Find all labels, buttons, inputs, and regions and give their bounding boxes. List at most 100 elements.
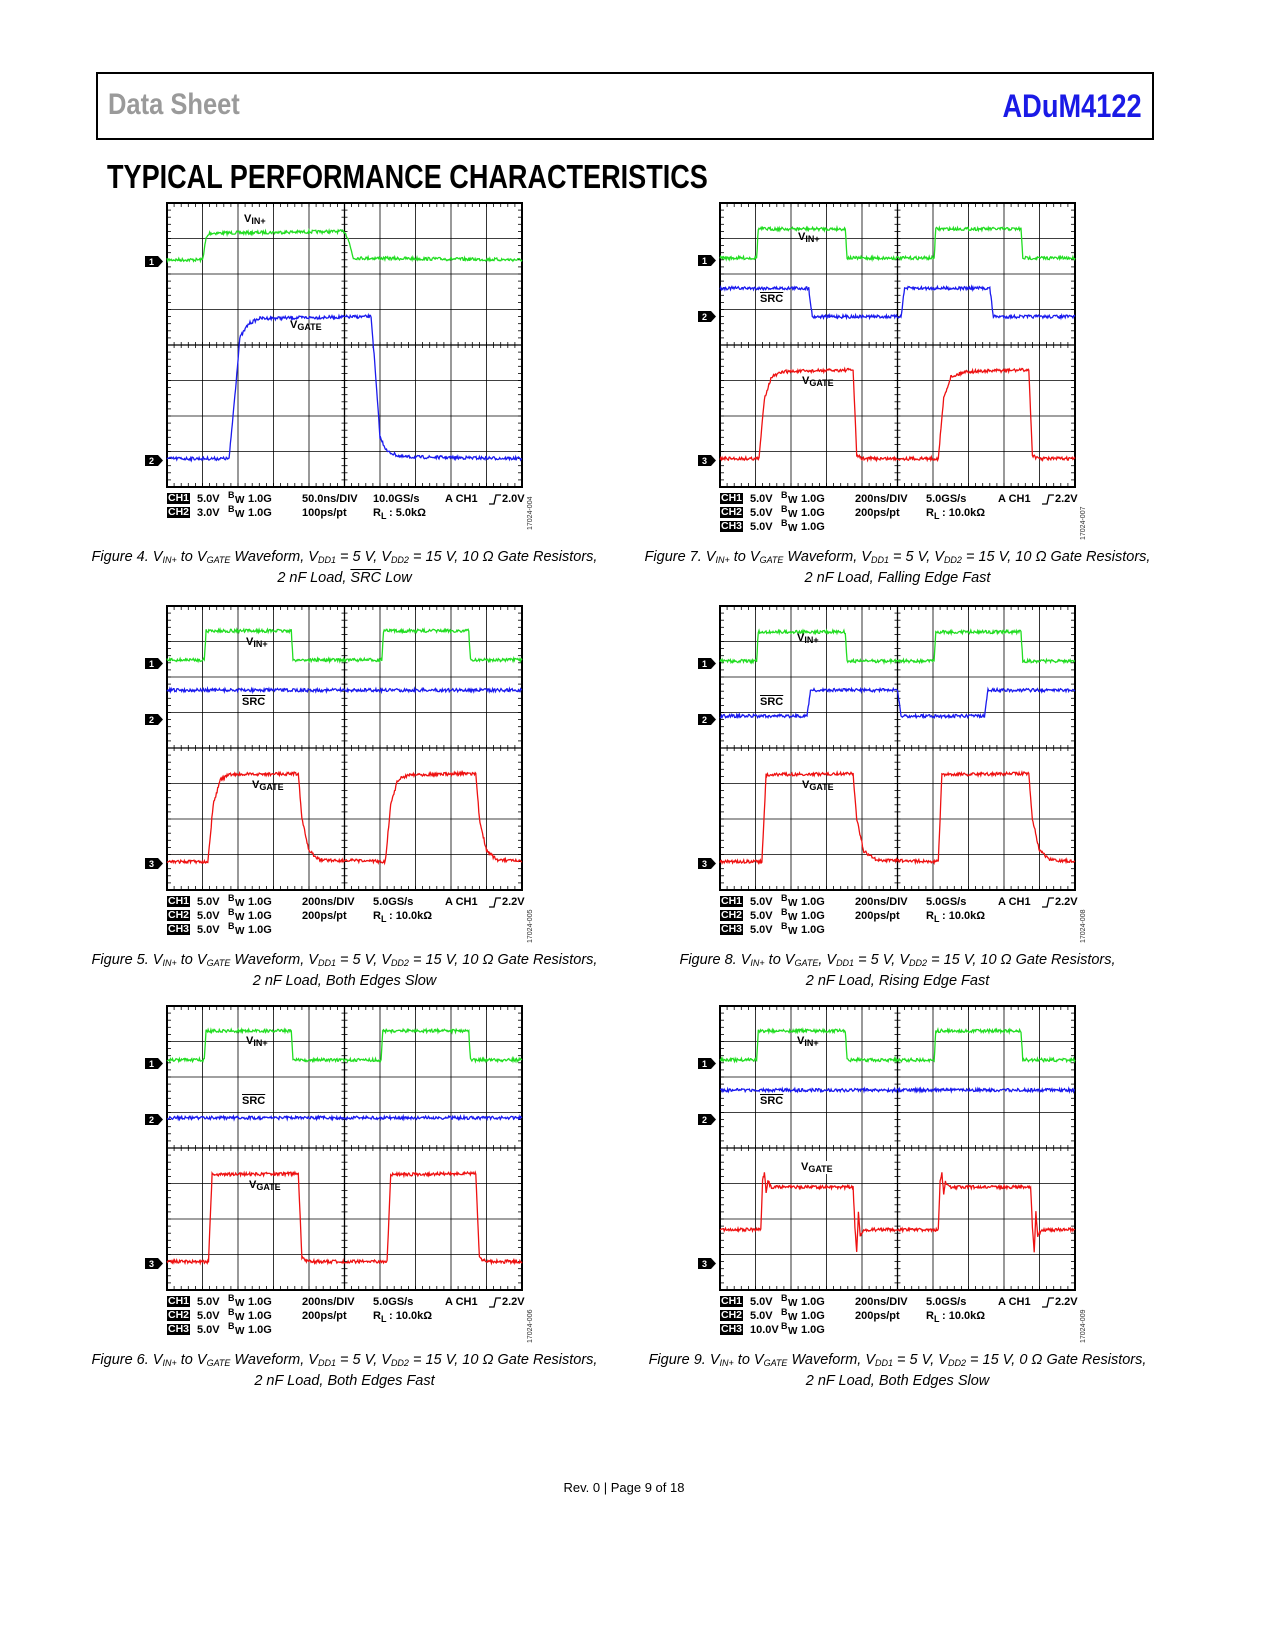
trace-label: VIN+ [246,636,268,649]
trigger-source: A CH1 [445,896,478,908]
trace-ch2 [166,1113,523,1122]
trace-ch3 [166,1170,523,1266]
trigger-edge-icon [1042,1297,1054,1311]
trigger-level: 2.2V [502,896,525,908]
bandwidth-sub: W [788,912,798,923]
trace-label: VGATE [802,779,834,792]
bandwidth-value: 1.0G [248,1324,272,1336]
bandwidth-sub: W [788,495,798,506]
figure-caption: Figure 4. VIN+ to VGATE Waveform, VDD1 =… [91,549,598,586]
trace-ch2 [719,1086,1076,1095]
scope-settings: CH1 5.0V B W 1.0G CH2 3.0V B W 1.0G 50.0ns/DIV 100p… [167,490,547,543]
channel-badge: CH3 [720,520,744,532]
load-label: RL [373,910,387,925]
svg-text:1: 1 [702,256,707,266]
sample-rate: 5.0GS/s [373,1296,414,1308]
bandwidth-value: 1.0G [248,910,272,922]
trace-label: SRC [760,1095,784,1107]
trigger-level: 2.2V [1055,493,1078,505]
svg-text:3: 3 [702,1259,707,1269]
bandwidth-label: B [781,518,788,528]
trace-ch3 [719,366,1076,463]
figure-caption: Figure 6. VIN+ to VGATE Waveform, VDD1 =… [91,1352,598,1389]
channel-badge: CH1 [167,895,191,907]
trigger-source: A CH1 [998,1296,1031,1308]
channel-scale: 5.0V [197,493,220,505]
figure-id: 17024-006 [527,1309,534,1343]
scope-plot-fig7: 1 2 3 VIN+ SRC VGATE CH1 5.0V B W 1.0G CH2 5.0V B W 1.0… [645,202,1150,586]
bandwidth-value: 1.0G [248,896,272,908]
channel-marker-2: 2 [698,309,716,323]
scope-grid [719,1005,1076,1291]
svg-text:1: 1 [149,1059,154,1069]
channel-badge: CH1 [167,1295,191,1307]
resolution: 100ps/pt [302,507,347,519]
figure-id: 17024-005 [527,909,534,943]
trigger-level: 2.0V [502,493,525,505]
channel-badge: CH1 [720,895,744,907]
channel-marker-3: 3 [698,1256,716,1270]
bandwidth-value: 1.0G [801,910,825,922]
svg-text:3: 3 [149,1259,154,1269]
channel-scale: 5.0V [750,910,773,922]
scope-settings: CH1 5.0V B W 1.0G CH2 5.0V B W 1.0G CH3 10.0V B W 1.0G… [720,1293,1100,1346]
resolution: 200ps/pt [302,1310,347,1322]
channel-badge: CH1 [720,1295,744,1307]
trace-ch3 [719,1172,1076,1253]
figure-caption: Figure 7. VIN+ to VGATE Waveform, VDD1 =… [644,549,1151,586]
bandwidth-label: B [228,907,235,917]
scope-settings: CH1 5.0V B W 1.0G CH2 5.0V B W 1.0G CH3 5.0V B W 1.0G 2… [167,1293,547,1346]
channel-marker-2: 2 [698,712,716,726]
trigger-edge-icon [1042,494,1054,508]
channel-marker-1: 1 [698,656,716,670]
trace-ch1 [719,224,1076,263]
channel-badge: CH3 [720,1323,744,1335]
trace-label: VGATE [249,1179,281,1192]
sample-rate: 5.0GS/s [926,493,967,505]
resolution: 200ps/pt [855,507,900,519]
channel-marker-2: 2 [145,712,163,726]
channel-marker-1: 1 [145,254,163,268]
trace-ch3 [166,769,523,866]
bandwidth-sub: W [235,1312,245,1323]
svg-text:3: 3 [702,456,707,466]
svg-text:2: 2 [149,456,154,466]
load-value: : 10.0kΩ [942,1310,986,1322]
trace-label: VGATE [802,375,834,388]
bandwidth-label: B [228,893,235,903]
resolution: 200ps/pt [302,910,347,922]
trace-label: VIN+ [797,1035,819,1048]
channel-marker-2: 2 [145,1112,163,1126]
trigger-level: 2.2V [1055,1296,1078,1308]
load-value: : 10.0kΩ [389,910,433,922]
bandwidth-value: 1.0G [801,507,825,519]
load-label: RL [926,507,940,522]
bandwidth-sub: W [788,509,798,520]
trigger-edge-icon [1042,897,1054,911]
channel-badge: CH2 [167,909,191,921]
channel-badge: CH2 [167,1309,191,1321]
load-value: : 10.0kΩ [942,507,986,519]
timebase: 200ns/DIV [302,896,355,908]
channel-badge: CH1 [720,492,744,504]
channel-scale: 5.0V [197,896,220,908]
scope-grid [719,605,1076,891]
channel-scale: 5.0V [750,493,773,505]
svg-text:2: 2 [702,312,707,322]
header-part-number: ADuM4122 [1002,88,1142,124]
load-label: RL [373,507,387,522]
bandwidth-value: 1.0G [801,1324,825,1336]
trigger-source: A CH1 [998,493,1031,505]
trace-ch1 [166,1026,523,1064]
bandwidth-value: 1.0G [801,1296,825,1308]
bandwidth-sub: W [235,509,245,520]
svg-text:2: 2 [149,715,154,725]
channel-badge: CH2 [720,909,744,921]
trigger-edge-icon [489,494,501,508]
channel-badge: CH3 [720,923,744,935]
channel-marker-2: 2 [145,453,163,467]
scope-grid [719,202,1076,488]
figure-id: 17024-008 [1080,909,1087,943]
load-label: RL [373,1310,387,1325]
